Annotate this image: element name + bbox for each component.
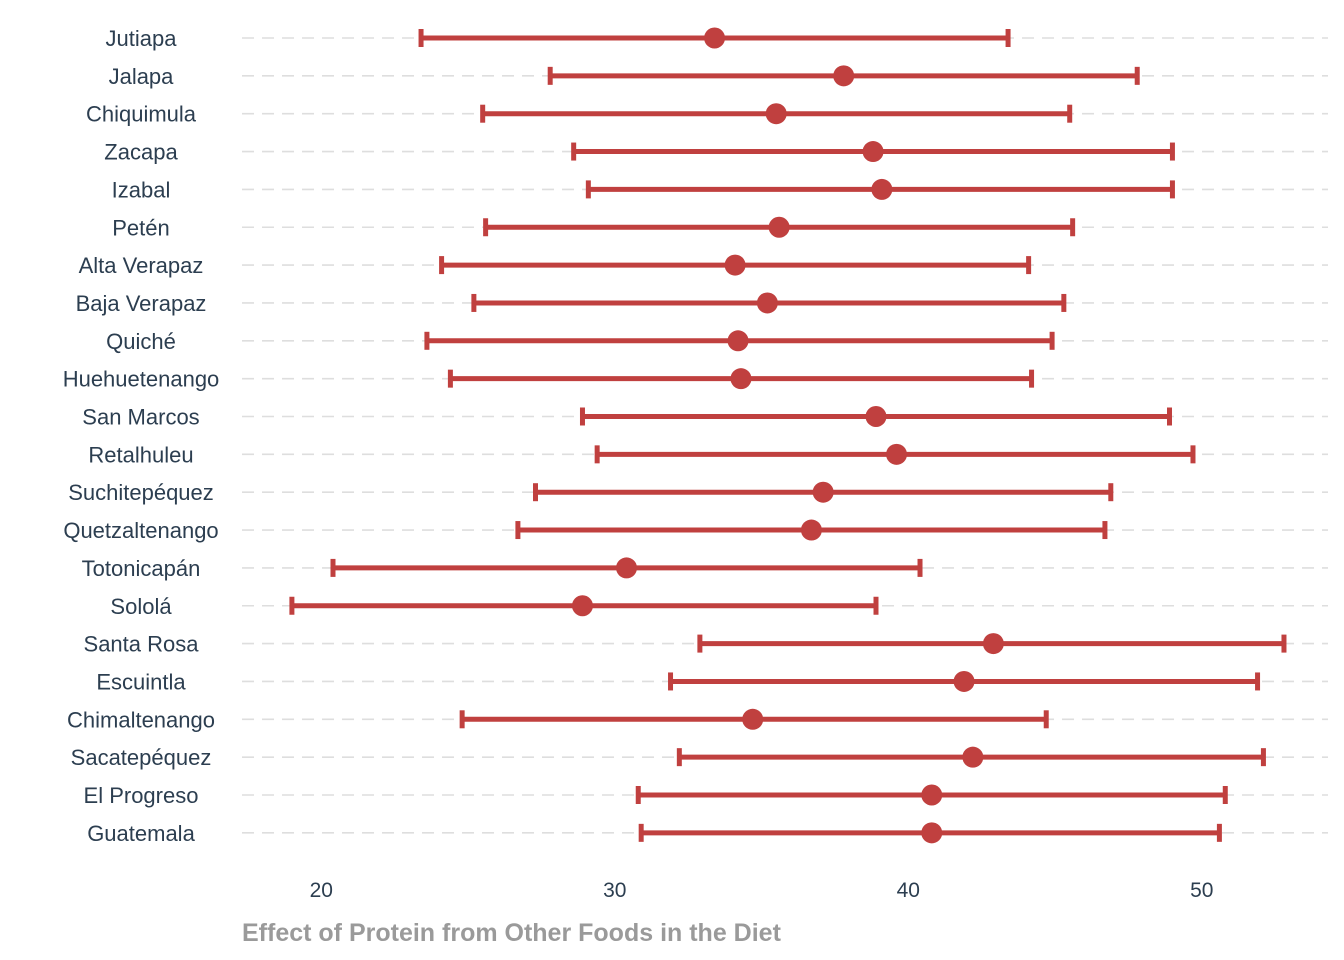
category-label: Sacatepéquez — [71, 745, 212, 770]
category-label: Izabal — [112, 177, 171, 202]
error-bars — [289, 29, 1287, 842]
point-estimate — [953, 670, 975, 692]
category-label: Retalhuleu — [88, 442, 193, 467]
x-axis-title: Effect of Protein from Other Foods in th… — [242, 919, 782, 947]
x-tick-label: 20 — [310, 879, 333, 902]
category-label: Jutiapa — [106, 26, 178, 51]
point-estimate — [765, 103, 787, 125]
point-estimate — [921, 784, 943, 806]
category-label: Guatemala — [87, 821, 195, 846]
point-estimate — [704, 27, 726, 49]
point-estimate — [865, 406, 887, 427]
point-estimate — [756, 292, 778, 314]
category-label: Petén — [112, 215, 170, 240]
category-label: Suchitepéquez — [68, 480, 214, 505]
point-estimate — [742, 708, 764, 730]
point-estimate — [871, 178, 893, 200]
category-label: Baja Verapaz — [76, 291, 207, 316]
point-estimate — [862, 141, 884, 163]
category-labels: Jutiapa Jalapa Chiquimula Zacapa Izabal Petén… — [63, 26, 220, 846]
point-estimate — [982, 633, 1004, 655]
point-estimate — [730, 368, 752, 390]
point-estimates — [571, 27, 1004, 844]
category-label: Totonicapán — [82, 556, 201, 581]
point-estimate — [833, 65, 855, 87]
point-estimate — [921, 822, 943, 844]
category-label: Chimaltenango — [67, 707, 215, 732]
category-label: Quetzaltenango — [63, 518, 218, 543]
category-label: Sololá — [110, 594, 172, 619]
category-label: Escuintla — [96, 669, 186, 694]
category-label: Jalapa — [109, 64, 175, 89]
category-label: Santa Rosa — [84, 632, 200, 657]
x-tick-label: 30 — [603, 879, 626, 902]
point-estimate — [886, 443, 908, 465]
point-estimate — [616, 557, 638, 579]
point-estimate — [812, 481, 834, 503]
category-label: Alta Verapaz — [79, 253, 204, 278]
category-label: Quiché — [106, 329, 176, 354]
point-estimate — [724, 254, 746, 276]
category-label: Huehuetenango — [63, 367, 220, 392]
x-tick-label: 50 — [1190, 879, 1213, 902]
category-label: San Marcos — [82, 405, 199, 430]
category-label: Zacapa — [104, 140, 178, 165]
point-estimate — [768, 216, 790, 238]
x-tick-label: 40 — [897, 879, 920, 902]
category-label: El Progreso — [84, 783, 199, 808]
category-label: Chiquimula — [86, 102, 197, 127]
point-estimate — [571, 595, 593, 617]
x-tick-labels: 20 30 40 50 — [310, 879, 1214, 902]
point-estimate — [962, 746, 984, 768]
point-estimate — [800, 519, 822, 541]
grid-lines — [242, 37, 1328, 834]
point-estimate — [727, 330, 749, 352]
